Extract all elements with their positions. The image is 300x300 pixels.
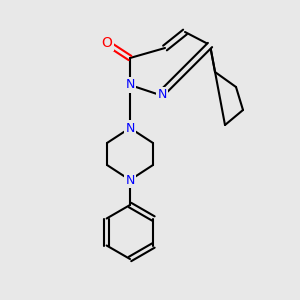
Text: N: N bbox=[125, 79, 135, 92]
Text: N: N bbox=[125, 173, 135, 187]
Text: N: N bbox=[125, 122, 135, 134]
Text: N: N bbox=[157, 88, 167, 101]
Text: O: O bbox=[102, 36, 112, 50]
